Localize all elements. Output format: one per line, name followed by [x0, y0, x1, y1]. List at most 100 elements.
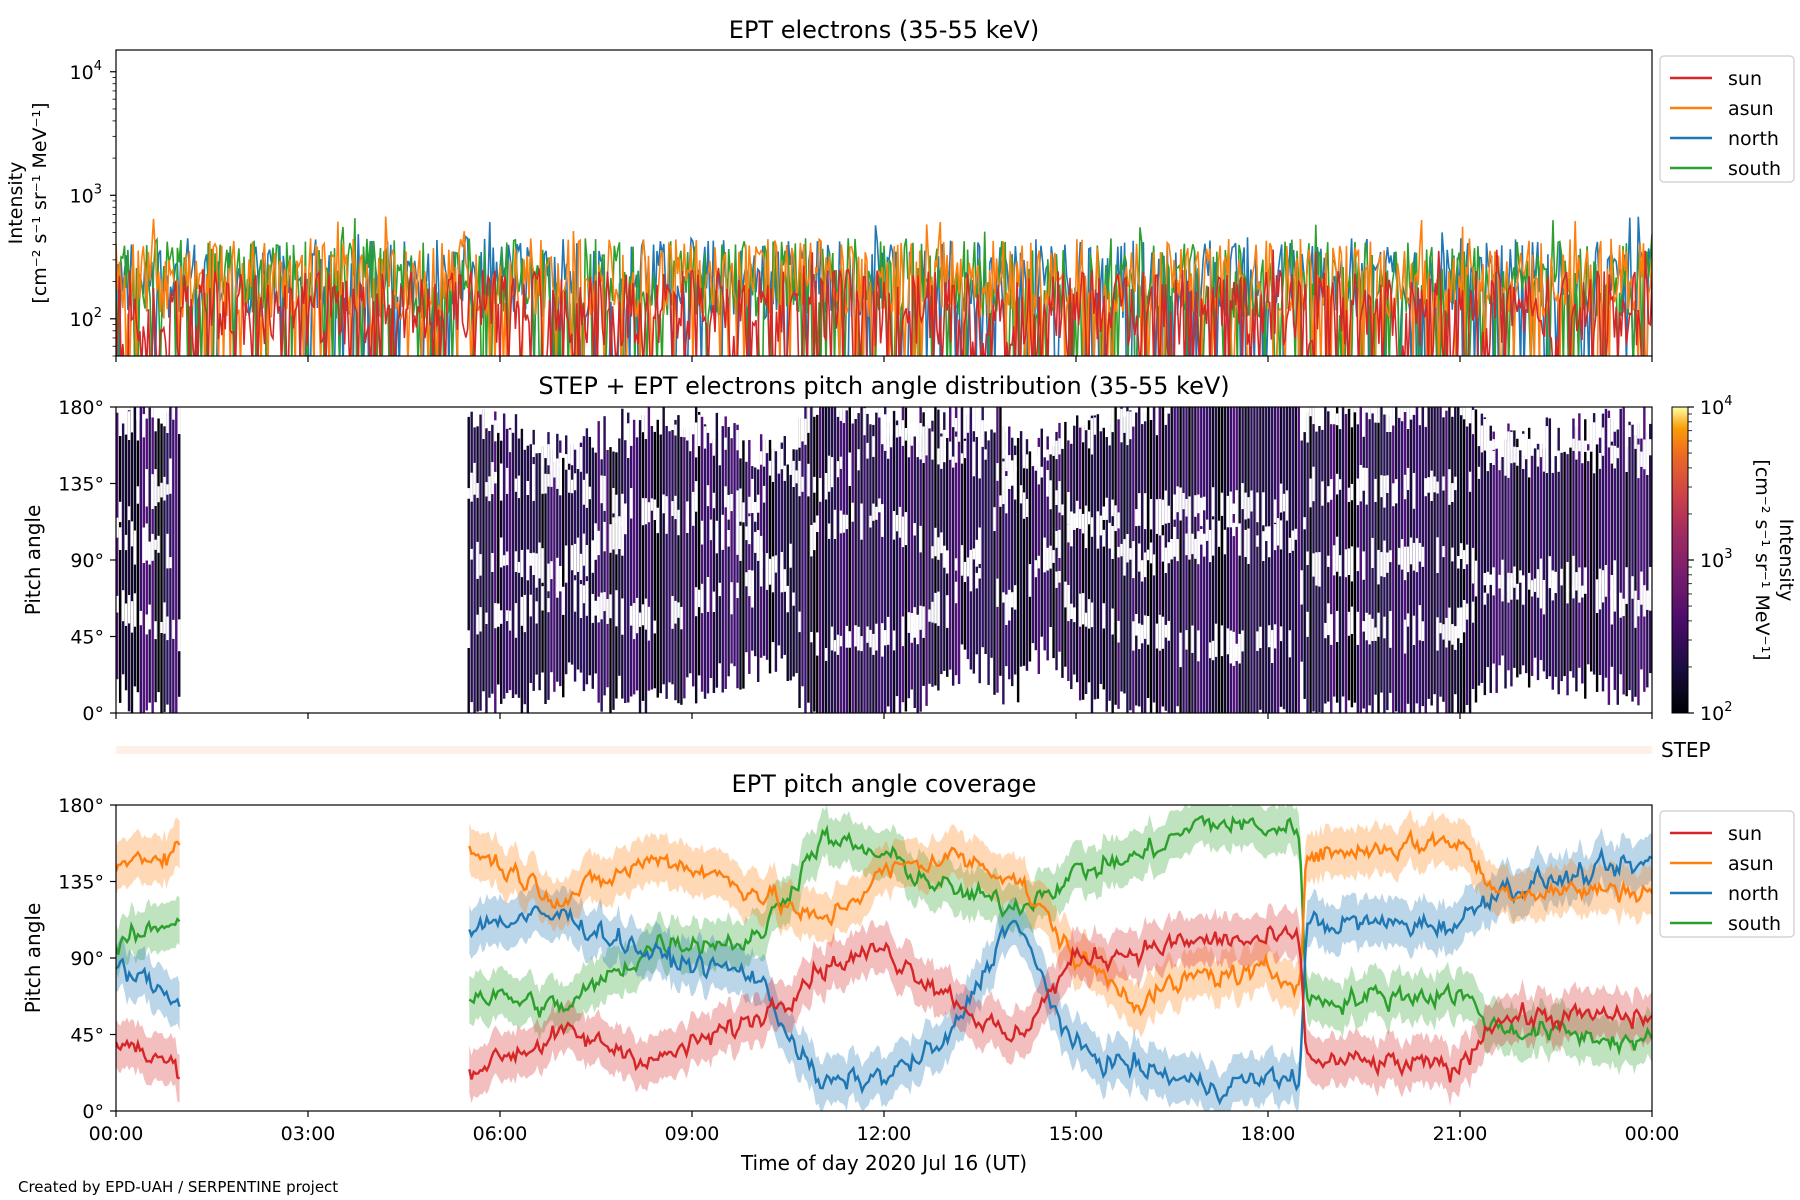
footer-credit: Created by EPD-UAH / SERPENTINE project: [18, 1178, 338, 1196]
pad-gap: [813, 522, 816, 551]
pad-bin: [694, 407, 698, 704]
pad-gap: [895, 425, 899, 438]
pad-gap: [845, 625, 849, 648]
pad-gap: [833, 509, 837, 539]
pad-gap: [1262, 531, 1265, 561]
pad-gap: [819, 478, 822, 502]
pad-gap: [1167, 505, 1170, 523]
pad-bin: [810, 407, 813, 713]
pad-gap: [1081, 410, 1085, 443]
pad-bin: [993, 432, 996, 695]
pad-bin: [756, 469, 760, 682]
pad-gap: [612, 517, 615, 550]
pad-gap: [830, 626, 834, 651]
pad-gap: [1530, 580, 1534, 597]
pad-bin: [954, 407, 958, 676]
pad-gap: [121, 590, 125, 622]
pad-gap: [1350, 483, 1354, 501]
pad-gap: [839, 456, 843, 469]
pad-gap: [910, 423, 913, 439]
pad-bin: [736, 424, 739, 689]
pad-gap: [1613, 560, 1617, 589]
pad-gap: [1368, 614, 1371, 645]
pad-bin: [523, 449, 527, 705]
pad-gap: [978, 568, 981, 579]
pad-bin: [1149, 420, 1153, 713]
pad-gap: [1498, 574, 1501, 589]
pad-bin: [706, 432, 710, 694]
pad-gap: [482, 408, 485, 439]
pad-gap: [1067, 524, 1070, 543]
pad-gap: [1335, 536, 1339, 572]
pad-bin: [816, 414, 819, 713]
pad-bin: [996, 407, 999, 693]
pad-gap: [1368, 407, 1371, 420]
pad-bin: [136, 420, 140, 693]
pad-bin: [1610, 418, 1614, 667]
colorbar-label-line2: [cm⁻² s⁻¹ sr⁻¹ MeV⁻¹]: [1751, 459, 1773, 660]
pad-bin: [1167, 413, 1170, 713]
pad-gap: [742, 502, 745, 523]
pad-gap: [1226, 495, 1230, 528]
pad-gap: [674, 424, 677, 436]
pad-gap: [1365, 612, 1368, 641]
pad-gap: [951, 456, 955, 468]
pad-gap: [1389, 407, 1392, 432]
pad-bin: [1359, 407, 1362, 713]
pad-gap: [1480, 425, 1484, 453]
pad-gap: [748, 496, 751, 514]
pad-gap: [118, 501, 122, 523]
pad-gap: [1220, 625, 1224, 657]
step-strip-label: STEP: [1661, 738, 1711, 762]
pad-gap: [1539, 430, 1543, 458]
pad-bin: [154, 431, 157, 703]
pad-bin: [1392, 407, 1395, 713]
pad-gap: [762, 485, 766, 503]
colorbar-tick-exp: 4: [1724, 394, 1732, 409]
pad-gap: [907, 612, 911, 633]
pad-gap: [1149, 499, 1153, 530]
pad-bin: [1513, 430, 1516, 668]
pad-bin: [1093, 415, 1097, 700]
pad-gap: [1595, 579, 1599, 613]
pad-bin: [1282, 407, 1286, 710]
pad-gap: [748, 516, 751, 545]
pad-gap: [1167, 542, 1170, 564]
pad-bin: [922, 412, 925, 686]
pad-gap: [1338, 479, 1342, 490]
pad-gap: [963, 561, 967, 582]
pad-gap: [1294, 528, 1297, 540]
pad-bin: [948, 407, 952, 670]
pad-bin: [792, 449, 795, 677]
pad-gap: [756, 494, 760, 513]
pad-gap: [978, 411, 981, 447]
pad-gap: [597, 530, 600, 556]
band-south: [116, 895, 180, 979]
y-tick-label: 135°: [58, 474, 104, 496]
pad-bin: [969, 407, 973, 670]
pad-gap: [1643, 439, 1646, 470]
pad-gap: [1406, 613, 1410, 627]
pad-gap: [1037, 446, 1041, 466]
pad-gap: [172, 619, 175, 639]
pad-bin: [139, 407, 143, 713]
pad-bin: [473, 427, 476, 713]
x-tick-label: 00:00: [89, 1123, 144, 1145]
pad-bin: [1607, 410, 1611, 705]
pad-gap: [1102, 529, 1105, 547]
pad-bin: [1084, 430, 1088, 694]
pad-bin: [615, 452, 618, 699]
pad-gap: [1146, 616, 1150, 645]
colorbar-tick-base: 10: [1700, 397, 1724, 419]
pad-bin: [1560, 452, 1563, 682]
pad-gap: [1197, 531, 1200, 565]
pad-gap: [1146, 549, 1150, 561]
pad-bin: [824, 407, 828, 713]
pad-bin: [1433, 407, 1436, 695]
pad-gap: [547, 598, 550, 613]
pad-gap: [993, 507, 996, 531]
pad-gap: [1090, 517, 1094, 537]
pad-gap: [609, 594, 612, 619]
pad-bin: [1516, 438, 1519, 678]
